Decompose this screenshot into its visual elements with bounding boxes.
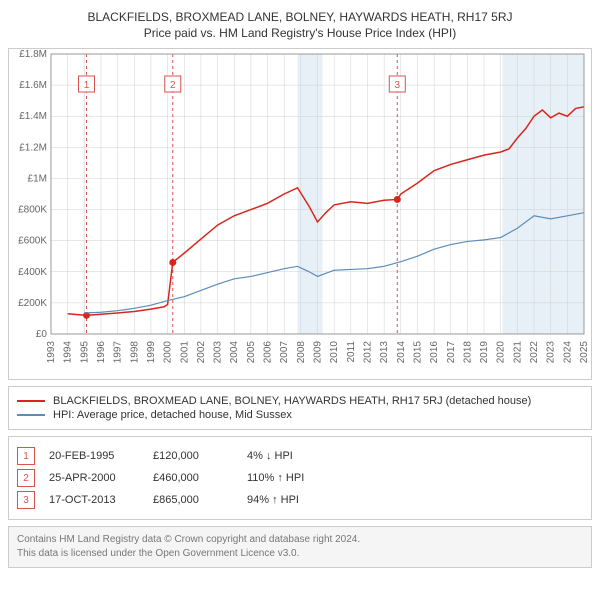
x-tick-label: 2022 (529, 341, 540, 364)
x-tick-label: 2000 (163, 341, 174, 364)
x-tick-label: 2014 (396, 341, 407, 364)
shaded-region (502, 54, 584, 334)
event-pct: 110% ↑ HPI (247, 472, 347, 484)
y-tick-label: £1M (28, 173, 47, 184)
x-tick-label: 2024 (562, 341, 573, 364)
x-tick-label: 2004 (229, 341, 240, 364)
price-chart: £0 £200K £400K £600K £800K £1M £1.2M £1.4M £1.6M… (8, 48, 592, 380)
event-row: 2 25-APR-2000 £460,000 110% ↑ HPI (17, 469, 583, 487)
x-tick-label: 2016 (429, 341, 440, 364)
x-tick-label: 1997 (113, 341, 124, 364)
x-tick-label: 2017 (446, 341, 457, 364)
x-tick-label: 2008 (296, 341, 307, 364)
event-price: £120,000 (153, 450, 233, 462)
y-tick-label: £600K (18, 236, 47, 247)
event-marker-label: 2 (170, 80, 176, 91)
y-tick-label: £800K (18, 205, 47, 216)
y-tick-label: £400K (18, 267, 47, 278)
x-tick-label: 2011 (346, 341, 357, 363)
event-marker: 1 (17, 447, 35, 465)
x-tick-label: 1993 (46, 341, 57, 364)
events-table: 1 20-FEB-1995 £120,000 4% ↓ HPI 2 25-APR-2000… (8, 436, 592, 520)
event-pct: 4% ↓ HPI (247, 450, 347, 462)
event-date: 17-OCT-2013 (49, 494, 139, 506)
x-tick-label: 2015 (412, 341, 423, 364)
x-tick-label: 2018 (462, 341, 473, 364)
legend-label: BLACKFIELDS, BROXMEAD LANE, BOLNEY, HAYW… (53, 395, 531, 407)
x-tick-label: 1998 (129, 341, 140, 364)
footnote: Contains HM Land Registry data © Crown c… (8, 526, 592, 568)
y-tick-label: £0 (36, 329, 48, 340)
legend: BLACKFIELDS, BROXMEAD LANE, BOLNEY, HAYW… (8, 386, 592, 430)
footnote-line: Contains HM Land Registry data © Crown c… (17, 533, 583, 547)
x-tick-label: 1999 (146, 341, 157, 364)
x-tick-label: 2002 (196, 341, 207, 364)
x-tick-label: 2019 (479, 341, 490, 364)
y-tick-label: £1.6M (19, 80, 47, 91)
x-tick-label: 2006 (263, 341, 274, 364)
x-tick-label: 1994 (63, 341, 74, 364)
x-tick-label: 2021 (512, 341, 523, 364)
event-row: 3 17-OCT-2013 £865,000 94% ↑ HPI (17, 491, 583, 509)
event-pct: 94% ↑ HPI (247, 494, 347, 506)
event-price: £865,000 (153, 494, 233, 506)
x-tick-label: 2009 (313, 341, 324, 364)
x-tick-label: 2010 (329, 341, 340, 364)
event-marker-label: 1 (84, 80, 90, 91)
event-date: 25-APR-2000 (49, 472, 139, 484)
legend-swatch (17, 400, 45, 402)
legend-swatch (17, 414, 45, 416)
event-marker: 2 (17, 469, 35, 487)
y-tick-label: £1.2M (19, 142, 47, 153)
event-marker-label: 3 (395, 80, 401, 91)
x-tick-label: 1996 (96, 341, 107, 364)
legend-item: HPI: Average price, detached house, Mid … (17, 409, 583, 421)
x-tick-label: 2007 (279, 341, 290, 364)
x-tick-label: 2005 (246, 341, 257, 364)
x-tick-label: 2001 (179, 341, 190, 364)
series-marker (169, 259, 176, 266)
x-tick-label: 2025 (579, 341, 589, 364)
x-tick-label: 2023 (546, 341, 557, 364)
event-row: 1 20-FEB-1995 £120,000 4% ↓ HPI (17, 447, 583, 465)
event-marker: 3 (17, 491, 35, 509)
legend-item: BLACKFIELDS, BROXMEAD LANE, BOLNEY, HAYW… (17, 395, 583, 407)
x-tick-label: 2020 (496, 341, 507, 364)
y-tick-label: £1.4M (19, 111, 47, 122)
x-tick-label: 2003 (213, 341, 224, 364)
x-tick-label: 2012 (362, 341, 373, 364)
x-tick-label: 2013 (379, 341, 390, 364)
event-date: 20-FEB-1995 (49, 450, 139, 462)
y-tick-label: £1.8M (19, 49, 47, 60)
y-tick-label: £200K (18, 298, 47, 309)
series-marker (394, 196, 401, 203)
page-title: BLACKFIELDS, BROXMEAD LANE, BOLNEY, HAYW… (8, 10, 592, 24)
footnote-line: This data is licensed under the Open Gov… (17, 547, 583, 561)
legend-label: HPI: Average price, detached house, Mid … (53, 409, 292, 421)
x-tick-label: 1995 (79, 341, 90, 364)
page-subtitle: Price paid vs. HM Land Registry's House … (8, 26, 592, 40)
event-price: £460,000 (153, 472, 233, 484)
